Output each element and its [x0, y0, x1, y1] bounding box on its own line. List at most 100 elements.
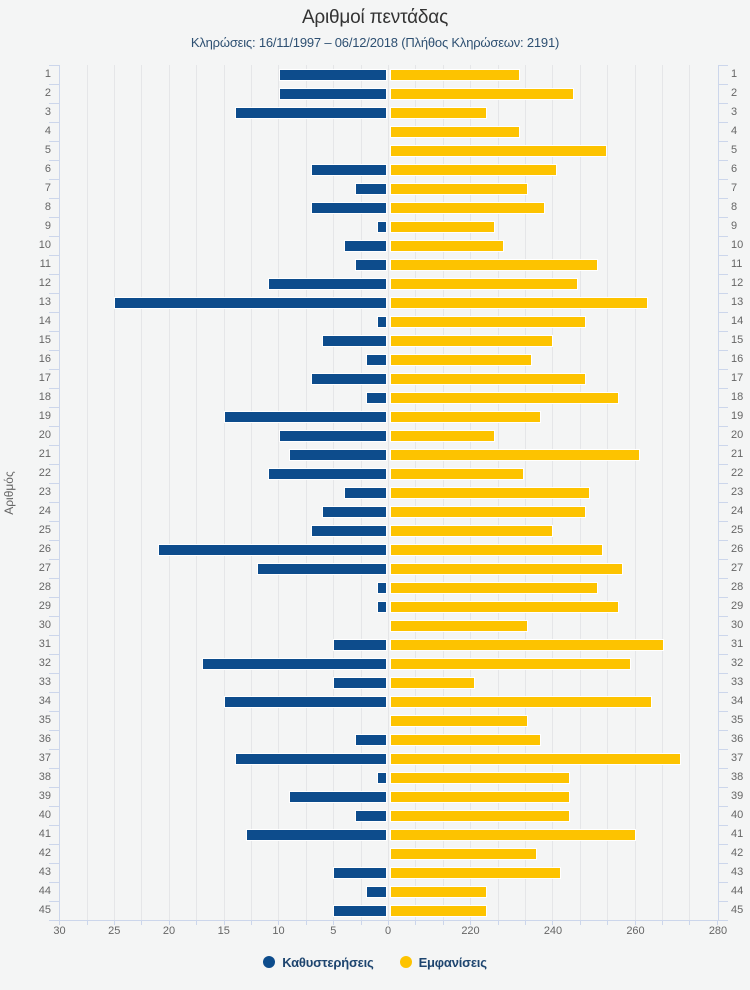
delay-bar[interactable] — [355, 258, 387, 271]
appearance-bar[interactable] — [390, 562, 624, 575]
appearance-bar[interactable] — [390, 543, 603, 556]
delay-bar[interactable] — [366, 885, 387, 898]
y-tick — [49, 179, 59, 180]
legend-item-delays[interactable]: Καθυστερήσεις — [263, 955, 374, 970]
delay-bar[interactable] — [256, 562, 387, 575]
delay-bar[interactable] — [333, 866, 387, 879]
appearance-bar[interactable] — [390, 125, 520, 138]
delay-bar[interactable] — [201, 657, 387, 670]
y-tick — [49, 882, 59, 883]
delay-bar[interactable] — [377, 581, 387, 594]
delay-bar[interactable] — [278, 429, 387, 442]
appearance-bar[interactable] — [390, 163, 558, 176]
delay-bar[interactable] — [223, 410, 387, 423]
appearance-bar[interactable] — [390, 68, 520, 81]
delay-bar[interactable] — [267, 277, 387, 290]
appearance-bar[interactable] — [390, 733, 541, 746]
delay-bar[interactable] — [267, 467, 387, 480]
appearance-bar[interactable] — [390, 353, 533, 366]
x-tick — [168, 920, 170, 925]
appearance-bar[interactable] — [390, 809, 570, 822]
appearance-bar[interactable] — [390, 790, 570, 803]
appearance-bar[interactable] — [390, 106, 487, 119]
appearance-bar[interactable] — [390, 847, 537, 860]
appearance-bar[interactable] — [390, 467, 525, 480]
delay-bar[interactable] — [344, 239, 387, 252]
row-label-left: 23 — [38, 486, 51, 498]
delay-bar[interactable] — [311, 372, 387, 385]
appearance-bar[interactable] — [390, 828, 636, 841]
appearance-bar[interactable] — [390, 581, 599, 594]
y-tick — [49, 217, 59, 218]
delay-bar[interactable] — [289, 448, 387, 461]
appearance-bar[interactable] — [390, 638, 665, 651]
appearance-bar[interactable] — [390, 600, 619, 613]
delay-bar[interactable] — [245, 828, 387, 841]
appearance-bar[interactable] — [390, 239, 504, 252]
delay-bar[interactable] — [311, 163, 387, 176]
appearance-bar[interactable] — [390, 429, 496, 442]
delay-bar[interactable] — [377, 771, 387, 784]
delay-bar[interactable] — [322, 334, 387, 347]
delay-bar[interactable] — [234, 106, 387, 119]
delay-bar[interactable] — [158, 543, 387, 556]
appearance-bar[interactable] — [390, 144, 607, 157]
delay-bar[interactable] — [114, 296, 387, 309]
y-tick — [49, 768, 59, 769]
delay-bar[interactable] — [289, 790, 387, 803]
appearance-bar[interactable] — [390, 657, 632, 670]
appearance-bar[interactable] — [390, 885, 487, 898]
delay-bar[interactable] — [278, 87, 387, 100]
delay-bar[interactable] — [366, 353, 387, 366]
delay-bar[interactable] — [366, 391, 387, 404]
appearance-bar[interactable] — [390, 771, 570, 784]
y-tick — [718, 217, 728, 218]
appearance-bar[interactable] — [390, 714, 529, 727]
delay-bar[interactable] — [333, 904, 387, 917]
appearance-bar[interactable] — [390, 619, 529, 632]
delay-bar[interactable] — [377, 220, 387, 233]
appearance-bar[interactable] — [390, 505, 586, 518]
appearance-bar[interactable] — [390, 201, 545, 214]
delay-bar[interactable] — [377, 315, 387, 328]
appearance-bar[interactable] — [390, 676, 475, 689]
appearance-bar[interactable] — [390, 87, 574, 100]
delay-bar[interactable] — [234, 752, 387, 765]
appearance-bar[interactable] — [390, 486, 591, 499]
delay-bar[interactable] — [377, 600, 387, 613]
delay-bar[interactable] — [355, 733, 387, 746]
appearance-bar[interactable] — [390, 695, 652, 708]
grid-line — [251, 65, 252, 920]
legend-item-appearances[interactable]: Εμφανίσεις — [399, 955, 487, 970]
appearance-bar[interactable] — [390, 334, 553, 347]
y-tick — [718, 426, 728, 427]
appearance-bar[interactable] — [390, 258, 599, 271]
delay-bar[interactable] — [355, 809, 387, 822]
y-tick — [718, 806, 728, 807]
delay-bar[interactable] — [355, 182, 387, 195]
appearance-bar[interactable] — [390, 182, 529, 195]
appearance-bar[interactable] — [390, 410, 541, 423]
delay-bar[interactable] — [311, 524, 387, 537]
appearance-bar[interactable] — [390, 448, 640, 461]
delay-bar[interactable] — [311, 201, 387, 214]
delay-bar[interactable] — [322, 505, 387, 518]
appearance-bar[interactable] — [390, 391, 619, 404]
y-tick — [718, 331, 728, 332]
delay-bar[interactable] — [333, 676, 387, 689]
appearance-bar[interactable] — [390, 524, 553, 537]
appearance-bar[interactable] — [390, 372, 586, 385]
x-tick — [470, 920, 472, 925]
appearance-bar[interactable] — [390, 904, 487, 917]
appearance-bar[interactable] — [390, 752, 681, 765]
row-label-left: 32 — [38, 657, 51, 669]
delay-bar[interactable] — [278, 68, 387, 81]
appearance-bar[interactable] — [390, 866, 562, 879]
appearance-bar[interactable] — [390, 296, 648, 309]
appearance-bar[interactable] — [390, 220, 496, 233]
appearance-bar[interactable] — [390, 315, 586, 328]
appearance-bar[interactable] — [390, 277, 578, 290]
delay-bar[interactable] — [333, 638, 387, 651]
delay-bar[interactable] — [223, 695, 387, 708]
delay-bar[interactable] — [344, 486, 387, 499]
